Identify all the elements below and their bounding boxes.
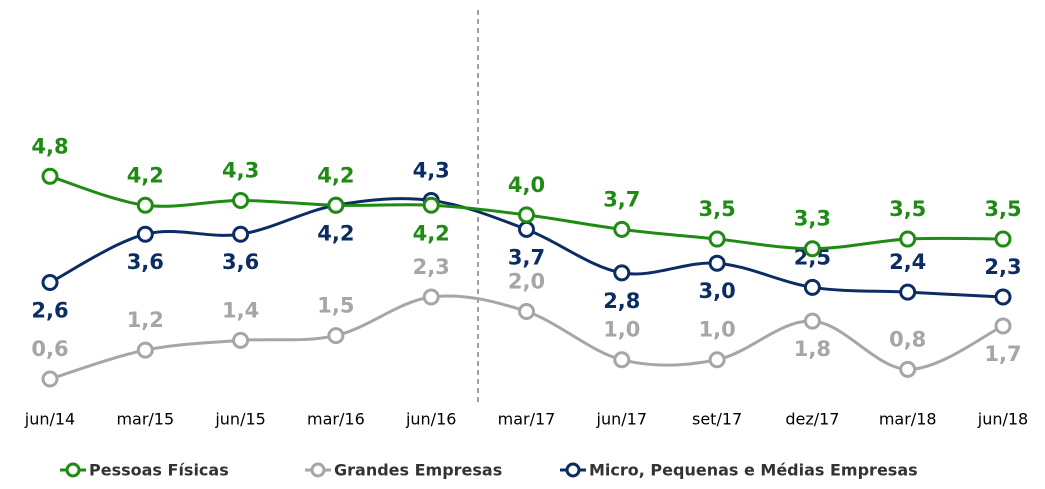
data-point bbox=[708, 254, 726, 272]
data-point bbox=[136, 196, 154, 214]
data-point bbox=[41, 167, 59, 185]
x-tick-label: mar/15 bbox=[116, 410, 174, 429]
data-label: 3,6 bbox=[127, 250, 164, 274]
data-label: 1,7 bbox=[984, 342, 1021, 366]
data-point bbox=[136, 225, 154, 243]
legend-marker bbox=[310, 462, 326, 478]
data-point bbox=[232, 191, 250, 209]
legend-label: Grandes Empresas bbox=[334, 461, 502, 480]
data-label: 3,7 bbox=[508, 245, 545, 269]
x-tick-label: jun/18 bbox=[977, 410, 1028, 429]
data-label: 4,3 bbox=[413, 158, 450, 182]
data-label: 2,0 bbox=[508, 269, 545, 293]
data-label: 2,4 bbox=[889, 250, 926, 274]
data-label: 3,6 bbox=[222, 250, 259, 274]
data-label: 3,3 bbox=[794, 207, 831, 231]
x-tick-label: mar/16 bbox=[307, 410, 365, 429]
data-point bbox=[803, 278, 821, 296]
data-point bbox=[232, 225, 250, 243]
data-label: 2,3 bbox=[413, 255, 450, 279]
data-label: 1,2 bbox=[127, 308, 164, 332]
data-point bbox=[613, 264, 631, 282]
data-label: 4,2 bbox=[317, 221, 354, 245]
data-label: 4,0 bbox=[508, 173, 545, 197]
data-point bbox=[613, 220, 631, 238]
legend-marker bbox=[565, 462, 581, 478]
data-point bbox=[803, 240, 821, 258]
data-point bbox=[803, 312, 821, 330]
x-tick-label: dez/17 bbox=[785, 410, 839, 429]
data-label: 2,6 bbox=[31, 299, 68, 323]
x-tick-label: jun/14 bbox=[24, 410, 75, 429]
data-point bbox=[518, 302, 535, 320]
data-label: 2,3 bbox=[984, 255, 1021, 279]
data-point bbox=[708, 351, 726, 369]
data-point bbox=[422, 288, 440, 306]
data-point bbox=[136, 341, 154, 359]
data-label: 1,5 bbox=[317, 294, 354, 318]
data-label: 1,8 bbox=[794, 337, 831, 361]
x-tick-label: mar/17 bbox=[498, 410, 556, 429]
data-label: 3,0 bbox=[698, 279, 735, 303]
data-point bbox=[518, 206, 535, 224]
data-point bbox=[899, 283, 917, 301]
legend-label: Pessoas Físicas bbox=[89, 461, 229, 480]
data-point bbox=[613, 351, 631, 369]
data-point bbox=[327, 196, 345, 214]
data-point bbox=[327, 327, 345, 345]
x-tick-label: jun/17 bbox=[596, 410, 647, 429]
data-label: 2,8 bbox=[603, 289, 640, 313]
x-tick-label: jun/16 bbox=[405, 410, 456, 429]
data-point bbox=[232, 331, 250, 349]
data-label: 3,7 bbox=[603, 187, 640, 211]
data-point bbox=[899, 230, 917, 248]
data-label: 3,5 bbox=[698, 197, 735, 221]
data-label: 4,2 bbox=[317, 163, 354, 187]
data-label: 0,6 bbox=[31, 337, 68, 361]
data-label: 4,8 bbox=[31, 134, 68, 158]
x-tick-label: mar/18 bbox=[879, 410, 937, 429]
data-label: 0,8 bbox=[889, 327, 926, 351]
data-label: 4,3 bbox=[222, 158, 259, 182]
legend-label: Micro, Pequenas e Médias Empresas bbox=[589, 461, 918, 480]
data-point bbox=[899, 360, 917, 378]
x-tick-label: jun/15 bbox=[214, 410, 265, 429]
data-point bbox=[41, 274, 59, 291]
data-point bbox=[518, 220, 535, 238]
data-point bbox=[994, 230, 1012, 248]
x-tick-label: set/17 bbox=[692, 410, 742, 429]
legend-marker bbox=[65, 462, 81, 478]
data-label: 4,2 bbox=[413, 221, 450, 245]
data-label: 3,5 bbox=[889, 197, 926, 221]
data-label: 4,2 bbox=[127, 163, 164, 187]
data-label: 3,5 bbox=[984, 197, 1021, 221]
data-point bbox=[41, 370, 59, 388]
data-label: 1,0 bbox=[698, 318, 735, 342]
data-label: 1,4 bbox=[222, 298, 259, 322]
data-label: 1,0 bbox=[603, 318, 640, 342]
data-point bbox=[994, 288, 1012, 306]
data-point bbox=[422, 196, 440, 214]
data-point bbox=[708, 230, 726, 248]
data-point bbox=[994, 317, 1012, 335]
